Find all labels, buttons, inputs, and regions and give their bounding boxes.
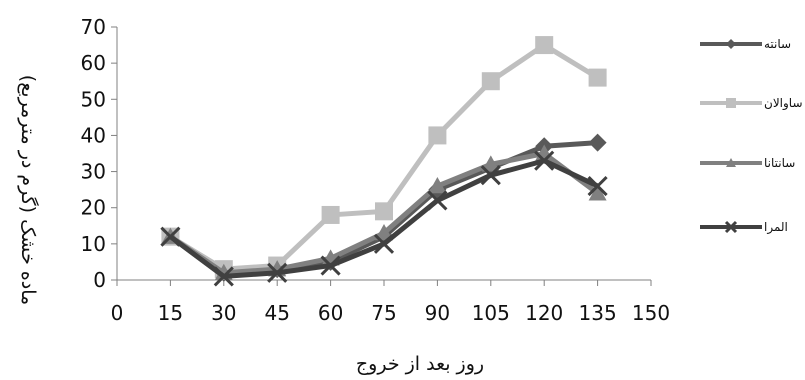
data-point [267,262,288,283]
data-point [375,224,393,241]
x-tick-label: 45 [264,301,289,325]
data-point [321,205,340,224]
y-tick-label: 10 [81,232,106,256]
y-tick-label: 0 [93,268,106,292]
y-tick-label: 50 [81,87,106,111]
x-tick-label: 135 [579,301,617,325]
data-point [481,72,500,91]
legend-item: سانتانا [700,156,795,170]
x-tick-label: 105 [472,301,510,325]
data-point [588,184,607,201]
x-tick-label: 90 [425,301,450,325]
data-point [320,255,341,276]
legend-swatch-marker [726,98,736,108]
legend-item: المرا [700,220,788,235]
x-tick-label: 30 [211,301,236,325]
data-point [534,150,555,171]
x-tick-label: 15 [158,301,183,325]
legend-label: سانته [764,37,791,51]
series-4 [160,150,608,287]
data-point [428,126,447,145]
x-tick-label: 120 [525,301,563,325]
data-point [427,190,448,211]
legend-swatch-marker [724,220,738,234]
legend-label: المرا [764,220,788,235]
legend-item: سانته [700,37,791,51]
x-axis-title: روز بعد از خروج [356,353,484,375]
x-axis-ticks: 0 15 30 45 60 75 90 105 120 135 150 [111,280,670,325]
data-point [480,165,501,186]
y-tick-label: 40 [81,123,106,147]
data-point [373,233,395,254]
legend: سانته ساوالان سانتانا المرا [700,37,803,235]
data-point [481,155,500,172]
y-tick-label: 20 [81,196,106,220]
y-tick-label: 30 [81,160,106,184]
data-point [160,226,181,247]
data-point [213,266,234,287]
legend-label: سانتانا [764,156,795,170]
legend-swatch-marker [726,39,736,49]
x-tick-label: 150 [632,301,670,325]
series-group [160,36,608,287]
y-axis-ticks: 0 10 20 30 40 50 60 70 [81,15,117,292]
legend-swatch-marker [726,158,736,167]
data-point [588,133,607,152]
x-tick-label: 60 [318,301,343,325]
x-tick-label: 0 [111,301,124,325]
data-point [535,36,554,55]
legend-label: ساوالان [764,96,803,111]
x-tick-label: 75 [371,301,396,325]
y-tick-label: 60 [81,51,106,75]
data-point [588,68,607,87]
data-point [428,177,447,194]
data-point [587,175,608,197]
y-axis-title: ماده خشک (گرم در مترمربع) [17,75,40,305]
data-point [375,202,393,221]
y-tick-label: 70 [81,15,106,39]
legend-item: ساوالان [700,96,803,111]
